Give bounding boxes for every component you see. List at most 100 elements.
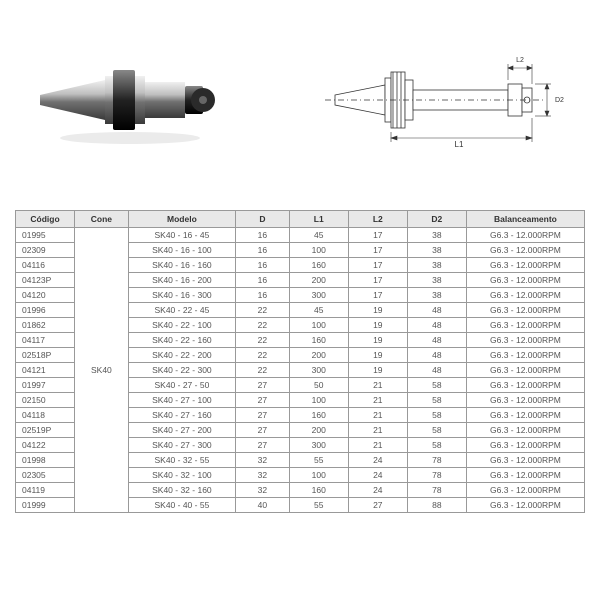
cell-l2: 27 bbox=[348, 498, 407, 513]
cell-d: 40 bbox=[236, 498, 290, 513]
cell-bal: G6.3 - 12.000RPM bbox=[466, 273, 584, 288]
cell-bal: G6.3 - 12.000RPM bbox=[466, 498, 584, 513]
cell-l2: 17 bbox=[348, 273, 407, 288]
cell-l1: 200 bbox=[289, 423, 348, 438]
cell-cone: SK40 bbox=[75, 228, 129, 513]
cell-l1: 160 bbox=[289, 483, 348, 498]
th-d: D bbox=[236, 211, 290, 228]
cell-l2: 21 bbox=[348, 408, 407, 423]
th-d2: D2 bbox=[407, 211, 466, 228]
cell-d: 16 bbox=[236, 288, 290, 303]
cell-d2: 38 bbox=[407, 243, 466, 258]
cell-d: 32 bbox=[236, 453, 290, 468]
cell-l1: 100 bbox=[289, 393, 348, 408]
cell-d: 27 bbox=[236, 393, 290, 408]
cell-d2: 48 bbox=[407, 318, 466, 333]
cell-bal: G6.3 - 12.000RPM bbox=[466, 228, 584, 243]
cell-bal: G6.3 - 12.000RPM bbox=[466, 363, 584, 378]
cell-l1: 300 bbox=[289, 288, 348, 303]
cell-d2: 48 bbox=[407, 363, 466, 378]
cell-l2: 19 bbox=[348, 303, 407, 318]
cell-modelo: SK40 - 16 - 100 bbox=[128, 243, 235, 258]
cell-l1: 55 bbox=[289, 498, 348, 513]
cell-modelo: SK40 - 22 - 100 bbox=[128, 318, 235, 333]
cell-d: 16 bbox=[236, 258, 290, 273]
table-header-row: Código Cone Modelo D L1 L2 D2 Balanceame… bbox=[16, 211, 585, 228]
cell-codigo: 01997 bbox=[16, 378, 75, 393]
cell-d2: 88 bbox=[407, 498, 466, 513]
cell-d2: 38 bbox=[407, 258, 466, 273]
cell-d: 16 bbox=[236, 243, 290, 258]
cell-d: 32 bbox=[236, 468, 290, 483]
cell-bal: G6.3 - 12.000RPM bbox=[466, 288, 584, 303]
cell-modelo: SK40 - 16 - 160 bbox=[128, 258, 235, 273]
cell-d2: 38 bbox=[407, 273, 466, 288]
product-photo bbox=[35, 40, 215, 160]
cell-modelo: SK40 - 27 - 100 bbox=[128, 393, 235, 408]
cell-bal: G6.3 - 12.000RPM bbox=[466, 348, 584, 363]
cell-d2: 58 bbox=[407, 393, 466, 408]
cell-d: 27 bbox=[236, 408, 290, 423]
diagram-label-l2: L2 bbox=[516, 57, 524, 64]
cell-bal: G6.3 - 12.000RPM bbox=[466, 393, 584, 408]
cell-bal: G6.3 - 12.000RPM bbox=[466, 378, 584, 393]
table-row: 01995SK40SK40 - 16 - 4516451738G6.3 - 12… bbox=[16, 228, 585, 243]
cell-codigo: 02150 bbox=[16, 393, 75, 408]
cell-l2: 17 bbox=[348, 258, 407, 273]
cell-modelo: SK40 - 32 - 100 bbox=[128, 468, 235, 483]
cell-bal: G6.3 - 12.000RPM bbox=[466, 423, 584, 438]
cell-d2: 48 bbox=[407, 303, 466, 318]
cell-codigo: 04118 bbox=[16, 408, 75, 423]
cell-modelo: SK40 - 27 - 300 bbox=[128, 438, 235, 453]
cell-l1: 100 bbox=[289, 468, 348, 483]
cell-modelo: SK40 - 16 - 300 bbox=[128, 288, 235, 303]
cell-d: 16 bbox=[236, 228, 290, 243]
cell-d2: 58 bbox=[407, 408, 466, 423]
cell-modelo: SK40 - 40 - 55 bbox=[128, 498, 235, 513]
cell-bal: G6.3 - 12.000RPM bbox=[466, 468, 584, 483]
cell-l2: 19 bbox=[348, 348, 407, 363]
cell-bal: G6.3 - 12.000RPM bbox=[466, 243, 584, 258]
cell-l1: 100 bbox=[289, 318, 348, 333]
cell-l2: 19 bbox=[348, 318, 407, 333]
cell-codigo: 02519P bbox=[16, 423, 75, 438]
cell-modelo: SK40 - 22 - 200 bbox=[128, 348, 235, 363]
technical-diagram: L1 L2 D2 bbox=[325, 50, 565, 150]
cell-codigo: 04120 bbox=[16, 288, 75, 303]
cell-d: 22 bbox=[236, 333, 290, 348]
cell-l1: 45 bbox=[289, 228, 348, 243]
cell-l2: 17 bbox=[348, 228, 407, 243]
cell-codigo: 01862 bbox=[16, 318, 75, 333]
cell-bal: G6.3 - 12.000RPM bbox=[466, 408, 584, 423]
cell-codigo: 01996 bbox=[16, 303, 75, 318]
cell-l1: 200 bbox=[289, 348, 348, 363]
cell-bal: G6.3 - 12.000RPM bbox=[466, 333, 584, 348]
cell-codigo: 02309 bbox=[16, 243, 75, 258]
cell-bal: G6.3 - 12.000RPM bbox=[466, 453, 584, 468]
cell-modelo: SK40 - 22 - 160 bbox=[128, 333, 235, 348]
th-cone: Cone bbox=[75, 211, 129, 228]
cell-l2: 21 bbox=[348, 378, 407, 393]
cell-bal: G6.3 - 12.000RPM bbox=[466, 318, 584, 333]
cell-d2: 78 bbox=[407, 453, 466, 468]
diagram-label-d2: D2 bbox=[555, 97, 564, 104]
cell-modelo: SK40 - 22 - 300 bbox=[128, 363, 235, 378]
cell-l1: 55 bbox=[289, 453, 348, 468]
images-row: L1 L2 D2 bbox=[15, 10, 585, 210]
cell-modelo: SK40 - 22 - 45 bbox=[128, 303, 235, 318]
cell-d2: 38 bbox=[407, 228, 466, 243]
cell-l1: 160 bbox=[289, 258, 348, 273]
cell-bal: G6.3 - 12.000RPM bbox=[466, 303, 584, 318]
cell-l2: 21 bbox=[348, 438, 407, 453]
cell-l1: 300 bbox=[289, 438, 348, 453]
cell-d2: 58 bbox=[407, 378, 466, 393]
cell-l2: 21 bbox=[348, 423, 407, 438]
cell-l2: 24 bbox=[348, 453, 407, 468]
cell-d: 22 bbox=[236, 348, 290, 363]
cell-l1: 160 bbox=[289, 408, 348, 423]
cell-l1: 100 bbox=[289, 243, 348, 258]
cell-l1: 160 bbox=[289, 333, 348, 348]
cell-codigo: 01999 bbox=[16, 498, 75, 513]
cell-d: 32 bbox=[236, 483, 290, 498]
cell-codigo: 04119 bbox=[16, 483, 75, 498]
